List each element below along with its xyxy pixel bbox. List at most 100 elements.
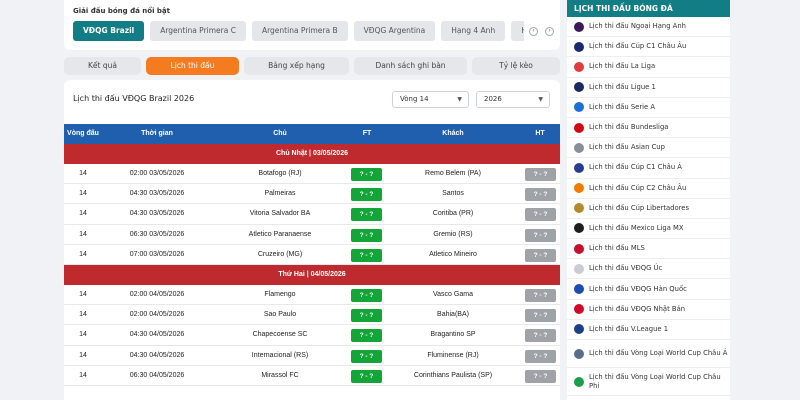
- ht-score-badge: ? - ?: [525, 349, 556, 363]
- tab-danh-sach-ghi-ban[interactable]: Danh sách ghi bàn: [354, 57, 467, 75]
- match-time: 06:30 04/05/2026: [129, 371, 185, 379]
- away-team[interactable]: Corinthians Paulista (SP): [413, 371, 493, 379]
- tab-bang-xep-hang[interactable]: Bảng xếp hạng: [244, 57, 349, 75]
- sidebar-item[interactable]: Lịch thi đấu Ligue 1: [567, 78, 730, 98]
- table-row[interactable]: 14 06:30 04/05/2026 Mirassol FC ? - ? Co…: [64, 365, 560, 386]
- schedule-table: Vòng đấu Thời gian Chủ FT Khách HT Chủ N…: [64, 124, 560, 386]
- sidebar-item[interactable]: Lịch thi đấu Ngoại Hạng Anh: [567, 17, 730, 38]
- sidebar-item[interactable]: Lịch thi đấu Cúp Libertadores: [567, 199, 730, 219]
- match-round: 14: [79, 190, 87, 198]
- sidebar-item[interactable]: Lịch thi đấu Cúp C1 Châu Âu: [567, 37, 730, 58]
- sidebar-title: LỊCH THI ĐẤU BÓNG ĐÁ: [567, 0, 730, 17]
- home-team[interactable]: Mirassol FC: [261, 371, 299, 379]
- league-pill-hang-3-anh[interactable]: Hạng 3 Anh: [511, 21, 524, 41]
- home-team[interactable]: Flamengo: [264, 290, 296, 298]
- match-time: 04:30 04/05/2026: [129, 351, 185, 359]
- sidebar-schedule-links: LỊCH THI ĐẤU BÓNG ĐÁ Lịch thi đấu Ngoại …: [567, 0, 730, 400]
- league-pill-vdqg-argentina[interactable]: VĐQG Argentina: [353, 21, 436, 41]
- featured-leagues-title: Giải đấu bóng đá nổi bật: [73, 7, 170, 15]
- away-team[interactable]: Santos: [442, 190, 464, 198]
- table-row[interactable]: 14 04:30 03/05/2026 Vitoria Salvador BA …: [64, 204, 560, 225]
- sidebar-item-label: Lịch thi đấu Cúp C2 Châu Âu: [589, 183, 687, 192]
- home-team[interactable]: Internacional (RS): [251, 351, 309, 359]
- ft-score-badge[interactable]: ? - ?: [351, 248, 382, 262]
- home-team[interactable]: Cruzeiro (MG): [257, 250, 303, 258]
- sidebar-item-label: Lịch thi đấu Ligue 1: [589, 82, 656, 91]
- sidebar-item[interactable]: Lịch thi đấu MLS: [567, 239, 730, 260]
- j-league-icon: [574, 304, 584, 315]
- season-select[interactable]: 2026 ▼: [476, 91, 550, 108]
- league-pill-argentina-primera-c[interactable]: Argentina Primera C: [150, 21, 246, 41]
- table-row[interactable]: 14 06:30 03/05/2026 Atletico Paranaense …: [64, 224, 560, 245]
- ft-score-badge[interactable]: ? - ?: [351, 228, 382, 242]
- away-team[interactable]: Atletico Mineiro: [429, 250, 477, 258]
- away-team[interactable]: Vasco Gama: [433, 290, 473, 298]
- away-team[interactable]: Gremio (RS): [433, 230, 473, 238]
- sidebar-item[interactable]: Lịch thi đấu Bundesliga: [567, 118, 730, 139]
- ft-score-badge[interactable]: ? - ?: [351, 288, 382, 302]
- league-pill-vdqg-brazil[interactable]: VĐQG Brazil: [73, 21, 145, 41]
- league-pill-hang-4-anh[interactable]: Hạng 4 Anh: [441, 21, 506, 41]
- home-team[interactable]: Chapecoense SC: [252, 331, 308, 339]
- home-team[interactable]: Botafogo (RJ): [258, 170, 302, 177]
- col-header-ht: HT: [535, 130, 545, 137]
- table-row[interactable]: 14 04:30 03/05/2026 Palmeiras ? - ? Sant…: [64, 184, 560, 205]
- tab-lich-thi-dau[interactable]: Lịch thi đấu: [146, 57, 239, 75]
- tab-ket-qua[interactable]: Kết quả: [64, 57, 141, 75]
- ft-score-badge[interactable]: ? - ?: [351, 188, 382, 202]
- sidebar-item[interactable]: Lịch thi đấu La Liga: [567, 57, 730, 78]
- away-team[interactable]: Remo Belem (PA): [425, 170, 481, 177]
- sidebar-item[interactable]: Lịch thi đấu Mexico Liga MX: [567, 219, 730, 240]
- tab-ty-le-keo[interactable]: Tỷ lệ kèo: [472, 57, 560, 75]
- sidebar-item[interactable]: Lịch thi đấu Vòng Loại World Cup Châu Ph…: [567, 368, 730, 396]
- ft-score-badge[interactable]: ? - ?: [351, 329, 382, 343]
- col-header-round: Vòng đấu: [67, 130, 99, 137]
- round-select-value: Vòng 14: [400, 95, 429, 103]
- away-team[interactable]: Bragantino SP: [430, 331, 476, 339]
- chevron-right-icon[interactable]: ›: [545, 27, 554, 36]
- ft-score-badge[interactable]: ? - ?: [351, 349, 382, 363]
- ft-score-badge[interactable]: ? - ?: [351, 168, 382, 181]
- sidebar-item[interactable]: Lịch thi đấu Serie A: [567, 98, 730, 118]
- away-team[interactable]: Coritiba (PR): [432, 210, 474, 218]
- chevron-left-icon[interactable]: ‹: [529, 27, 538, 36]
- sidebar-item-label: Lịch thi đấu V.League 1: [589, 324, 669, 333]
- match-time: 06:30 03/05/2026: [129, 230, 185, 238]
- home-team[interactable]: Atletico Paranaense: [248, 230, 312, 238]
- round-select[interactable]: Vòng 14 ▼: [392, 91, 469, 108]
- sidebar-item[interactable]: Lịch thi đấu Cúp C2 Châu Âu: [567, 179, 730, 199]
- sidebar-item[interactable]: Lịch thi đấu Asian Cup: [567, 138, 730, 159]
- home-team[interactable]: Sao Paulo: [263, 311, 297, 319]
- match-time: 07:00 03/05/2026: [129, 250, 185, 258]
- match-round: 14: [79, 351, 87, 359]
- sidebar-item[interactable]: Lịch thi đấu Cúp C1 Châu Á: [567, 158, 730, 179]
- table-row[interactable]: 14 07:00 03/05/2026 Cruzeiro (MG) ? - ? …: [64, 244, 560, 265]
- home-team[interactable]: Palmeiras: [264, 190, 296, 198]
- sidebar-item[interactable]: Lịch thi đấu Vòng Loại World Cup Châu Á: [567, 340, 730, 368]
- table-row[interactable]: 14 02:00 03/05/2026 Botafogo (RJ) ? - ? …: [64, 164, 560, 185]
- sidebar-item[interactable]: Lịch thi đấu V.League 1: [567, 320, 730, 340]
- col-header-ft: FT: [362, 130, 372, 137]
- la-liga-icon: [574, 61, 584, 72]
- featured-leagues-list: VĐQG Brazil Argentina Primera C Argentina …: [73, 21, 524, 43]
- champions-league-icon: [574, 41, 584, 52]
- ft-score-badge[interactable]: ? - ?: [351, 309, 382, 323]
- table-row[interactable]: 14 04:30 04/05/2026 Chapecoense SC ? - ?…: [64, 325, 560, 346]
- afc-champions-icon: [574, 162, 584, 173]
- away-team[interactable]: Bahia(BA): [437, 311, 469, 319]
- sidebar-item-label: Lịch thi đấu VĐQG Úc: [589, 264, 663, 273]
- table-row[interactable]: 14 02:00 04/05/2026 Sao Paulo ? - ? Bahi…: [64, 305, 560, 326]
- home-team[interactable]: Vitoria Salvador BA: [249, 210, 311, 218]
- ft-score-badge[interactable]: ? - ?: [351, 208, 382, 222]
- schedule-title: Lịch thi đấu VĐQG Brazil 2026: [73, 94, 195, 103]
- table-row[interactable]: 14 04:30 04/05/2026 Internacional (RS) ?…: [64, 345, 560, 366]
- table-row[interactable]: 14 02:00 04/05/2026 Flamengo ? - ? Vasco…: [64, 284, 560, 306]
- sidebar-item[interactable]: Lịch thi đấu VĐQG Hàn Quốc: [567, 279, 730, 300]
- sidebar-item[interactable]: Lịch thi đấu VĐQG Nhật Bản: [567, 300, 730, 320]
- sidebar-item[interactable]: Lịch thi đấu VĐQG Úc: [567, 259, 730, 280]
- league-pill-argentina-primera-b[interactable]: Argentina Primera B: [251, 21, 348, 41]
- ft-score-badge[interactable]: ? - ?: [351, 369, 382, 383]
- match-time: 02:00 04/05/2026: [129, 311, 185, 319]
- match-round: 14: [79, 290, 87, 298]
- away-team[interactable]: Fluminense (RJ): [427, 351, 479, 359]
